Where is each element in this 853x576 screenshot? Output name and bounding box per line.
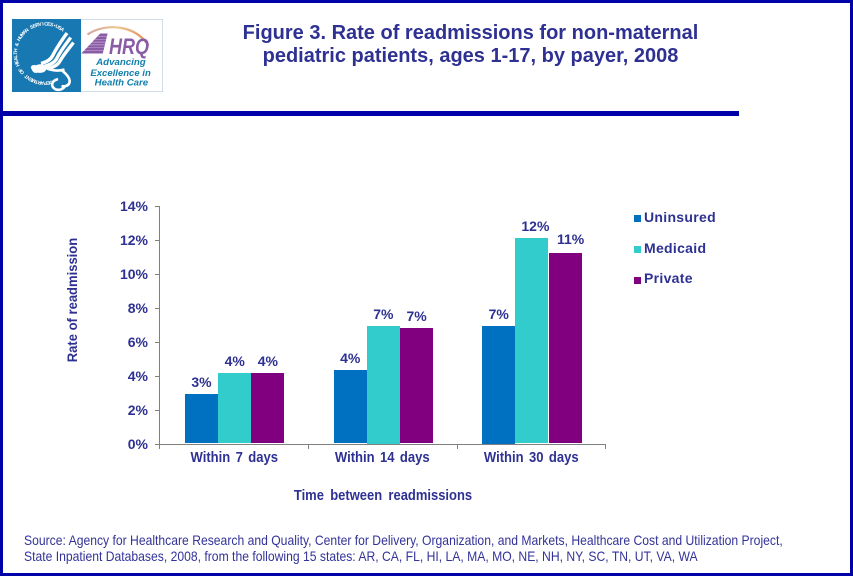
svg-text:R: R (37, 79, 42, 86)
svg-text:Health Care: Health Care (95, 78, 148, 88)
svg-text:E: E (28, 75, 34, 82)
svg-text:T: T (24, 73, 30, 80)
svg-text:Advancing: Advancing (95, 57, 146, 67)
svg-text:P: P (43, 79, 47, 85)
svg-text:S: S (49, 22, 54, 29)
svg-text:A: A (13, 56, 20, 61)
svg-text:T: T (34, 78, 39, 85)
svg-text:A: A (59, 26, 66, 33)
svg-text:H: H (16, 36, 23, 42)
svg-text:HRQ: HRQ (109, 34, 149, 59)
svg-text:H: H (15, 61, 22, 67)
svg-text:U: U (54, 24, 60, 31)
svg-text:T: T (13, 52, 19, 55)
svg-text:E: E (46, 79, 51, 85)
svg-text:M: M (31, 77, 37, 84)
svg-text:V: V (38, 22, 43, 29)
svg-text:L: L (13, 54, 19, 58)
svg-text:&: & (14, 42, 21, 48)
svg-text:I: I (42, 22, 44, 28)
svg-text:N: N (25, 74, 32, 81)
svg-text:C: C (44, 21, 48, 27)
svg-text:Excellence in: Excellence in (90, 68, 151, 78)
svg-text:A: A (40, 79, 45, 85)
svg-text:A: A (22, 29, 29, 36)
svg-text:O: O (19, 68, 26, 75)
svg-text:S: S (57, 25, 63, 32)
svg-text:U: U (18, 33, 25, 40)
svg-text:S: S (29, 24, 35, 31)
svg-text:D: D (48, 79, 53, 86)
svg-text:•: • (53, 23, 57, 29)
svg-text:E: E (14, 59, 21, 65)
svg-text:F: F (18, 67, 25, 73)
svg-text:E: E (32, 23, 38, 30)
svg-text:R: R (35, 22, 40, 29)
svg-text:H: H (13, 48, 19, 53)
svg-text:E: E (47, 22, 52, 28)
svg-text:N: N (24, 27, 31, 34)
svg-text:M: M (19, 31, 26, 38)
